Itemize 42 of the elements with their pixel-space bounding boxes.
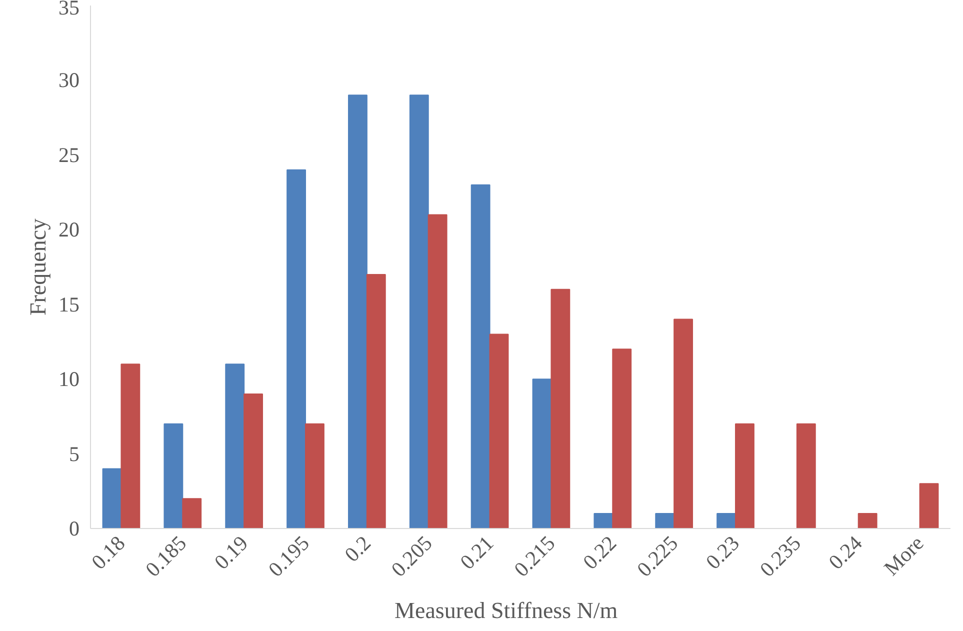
bar [550,288,570,528]
y-tick-label: 5 [69,442,80,466]
x-tick-label: 0.22 [578,531,622,574]
bar [286,169,306,528]
bar [532,378,552,528]
x-tick-label: 0.23 [701,531,744,574]
bar [120,364,140,528]
x-tick-label: 0.2 [340,531,376,567]
bar [716,513,736,528]
bar [102,468,122,528]
bar [735,423,754,528]
y-tick-label: 10 [58,367,80,392]
bar [225,364,245,528]
x-tick-label: 0.19 [210,531,253,574]
bar [164,423,184,528]
bar [919,483,939,528]
bar [428,214,448,528]
x-tick-label: 0.18 [86,531,130,574]
y-tick-label: 30 [58,68,80,92]
y-tick-label: 15 [58,292,80,316]
bar [182,498,202,528]
y-tick-label: 35 [58,0,80,20]
bar [244,394,263,528]
bar [489,334,509,528]
y-tick-label: 0 [69,516,80,540]
y-axis-title: Frequency [26,218,50,316]
bar [655,513,675,528]
bar [305,423,324,528]
bar [594,513,614,528]
bar [674,318,693,528]
bar [366,274,386,528]
x-axis-title: Measured Stiffness N/m [394,598,618,623]
bar [348,94,368,528]
x-tick-label: 0.24 [824,530,868,574]
bar [470,184,490,528]
bar [858,513,878,528]
x-tick-label: 0.21 [455,531,498,574]
bar [796,423,816,528]
bar [409,94,429,528]
y-tick-label: 20 [58,218,80,242]
bar [612,348,632,528]
y-tick-label: 25 [58,142,80,167]
